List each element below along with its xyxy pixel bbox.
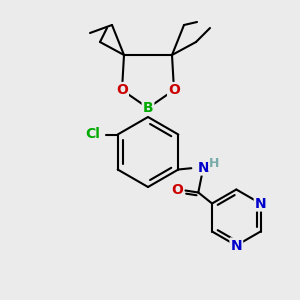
Text: H: H — [209, 157, 220, 170]
Text: B: B — [143, 101, 153, 115]
Text: O: O — [116, 83, 128, 97]
Text: O: O — [168, 83, 180, 97]
Text: O: O — [171, 184, 183, 197]
Text: N: N — [255, 196, 266, 211]
Text: N: N — [230, 238, 242, 253]
Text: Cl: Cl — [85, 128, 100, 142]
Text: N: N — [197, 160, 209, 175]
